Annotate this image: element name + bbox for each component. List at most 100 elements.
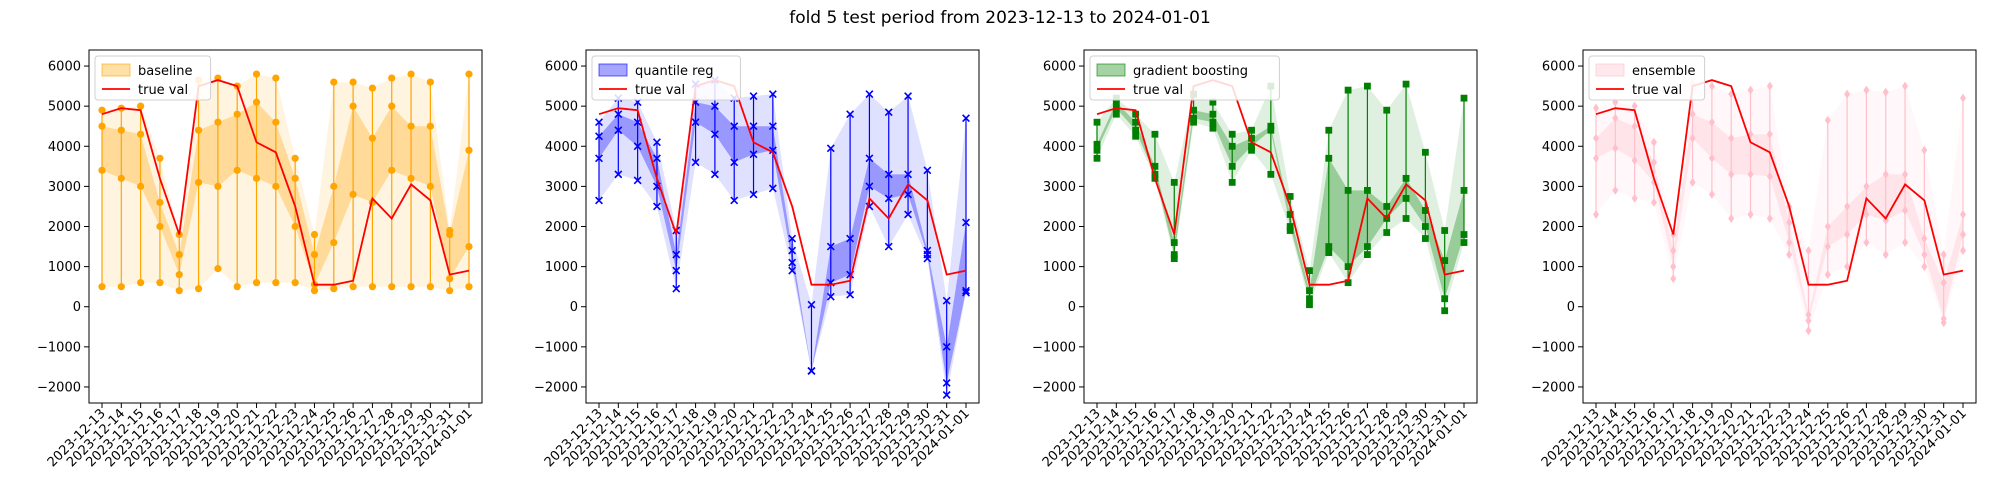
prediction-marker — [1631, 155, 1638, 165]
y-tick-label: 1000 — [545, 260, 578, 275]
y-tick-label: 3000 — [545, 180, 578, 195]
prediction-marker — [1863, 85, 1870, 95]
y-tick-label: 0 — [570, 300, 578, 315]
prediction-marker — [614, 126, 623, 135]
outer-interval-band — [599, 80, 966, 395]
y-tick-label: 4000 — [1043, 140, 1076, 155]
prediction-marker — [310, 230, 319, 239]
prediction-marker — [1902, 205, 1909, 215]
prediction-marker — [194, 285, 203, 293]
prediction-marker — [1267, 170, 1275, 178]
prediction-marker — [1093, 154, 1101, 162]
prediction-marker — [1151, 130, 1159, 138]
prediction-marker — [252, 174, 261, 182]
prediction-marker — [233, 166, 241, 174]
prediction-marker — [272, 74, 280, 82]
prediction-marker — [1228, 130, 1236, 138]
prediction-marker — [595, 154, 603, 163]
prediction-marker — [614, 110, 623, 119]
prediction-marker — [1248, 146, 1255, 154]
panel-2: −2000−100001000200030004000500060002023-… — [534, 49, 980, 470]
prediction-marker — [368, 84, 377, 92]
prediction-marker — [962, 286, 970, 295]
prediction-marker — [730, 122, 739, 131]
prediction-marker — [1766, 213, 1773, 223]
y-tick-label: 4000 — [1542, 140, 1575, 155]
y-tick-label: 1000 — [1043, 260, 1076, 275]
prediction-marker — [749, 92, 758, 101]
prediction-marker — [1844, 201, 1851, 211]
prediction-marker — [1190, 118, 1197, 126]
prediction-marker — [672, 250, 681, 259]
prediction-marker — [233, 110, 241, 118]
legend-band-swatch — [1595, 63, 1625, 77]
prediction-marker — [826, 242, 835, 251]
y-tick-label: 0 — [73, 300, 81, 315]
prediction-marker — [826, 292, 835, 301]
prediction-marker — [465, 242, 473, 251]
prediction-marker — [1132, 110, 1140, 118]
prediction-marker — [1670, 246, 1677, 256]
prediction-marker — [1286, 223, 1294, 230]
prediction-marker — [1190, 114, 1197, 122]
prediction-marker — [368, 134, 377, 142]
plot-area — [89, 50, 482, 403]
prediction-marker — [1728, 213, 1735, 223]
prediction-marker — [1151, 170, 1159, 178]
prediction-marker — [1863, 238, 1870, 248]
inner-interval-band — [1097, 102, 1464, 299]
prediction-marker — [1306, 267, 1313, 275]
prediction-marker — [1286, 193, 1294, 200]
prediction-marker — [117, 126, 125, 134]
prediction-marker — [252, 279, 261, 287]
legend-label-model: gradient boosting — [1133, 64, 1248, 79]
panel-3: −2000−100001000200030004000500060002023-… — [1032, 49, 1478, 470]
prediction-marker — [923, 166, 932, 175]
prediction-marker — [137, 102, 145, 110]
prediction-marker — [1460, 231, 1468, 238]
prediction-marker — [388, 102, 396, 110]
prediction-marker — [1460, 186, 1468, 194]
prediction-marker — [633, 176, 642, 185]
prediction-marker — [1364, 243, 1371, 250]
prediction-marker — [98, 122, 106, 130]
prediction-marker — [1844, 230, 1851, 240]
legend-label-model: quantile reg — [635, 64, 713, 79]
prediction-marker — [1940, 250, 1947, 260]
prediction-marker — [942, 342, 951, 351]
prediction-marker — [1670, 274, 1677, 284]
y-tick-label: 3000 — [48, 180, 81, 195]
prediction-marker — [807, 366, 816, 375]
prediction-marker — [1631, 101, 1638, 111]
prediction-marker — [749, 150, 758, 159]
y-tick-label: 6000 — [1542, 60, 1575, 75]
true-val-line — [101, 79, 470, 286]
outer-interval-band — [1596, 84, 1963, 331]
prediction-marker — [923, 246, 932, 255]
prediction-marker — [1650, 197, 1657, 207]
prediction-marker — [1824, 270, 1831, 280]
prediction-marker — [1689, 109, 1696, 119]
prediction-marker — [349, 190, 357, 199]
prediction-marker — [1805, 310, 1812, 320]
prediction-marker — [1421, 207, 1429, 214]
legend-label-model: baseline — [138, 64, 192, 79]
prediction-marker — [117, 174, 125, 182]
prediction-marker — [1344, 279, 1352, 287]
prediction-marker — [388, 166, 396, 174]
prediction-marker — [1170, 255, 1178, 262]
prediction-marker — [1248, 134, 1255, 142]
prediction-marker — [349, 283, 357, 291]
y-tick-label: 0 — [1567, 300, 1575, 315]
plot-area — [586, 50, 979, 403]
prediction-marker — [1593, 133, 1599, 143]
prediction-marker — [730, 196, 739, 205]
true-val-line — [1096, 79, 1465, 286]
prediction-marker — [1824, 242, 1831, 252]
prediction-marker — [98, 283, 106, 291]
prediction-marker — [407, 122, 415, 130]
prediction-marker — [788, 246, 797, 255]
prediction-marker — [388, 283, 396, 291]
prediction-marker — [1863, 209, 1870, 219]
prediction-marker — [1325, 154, 1333, 162]
